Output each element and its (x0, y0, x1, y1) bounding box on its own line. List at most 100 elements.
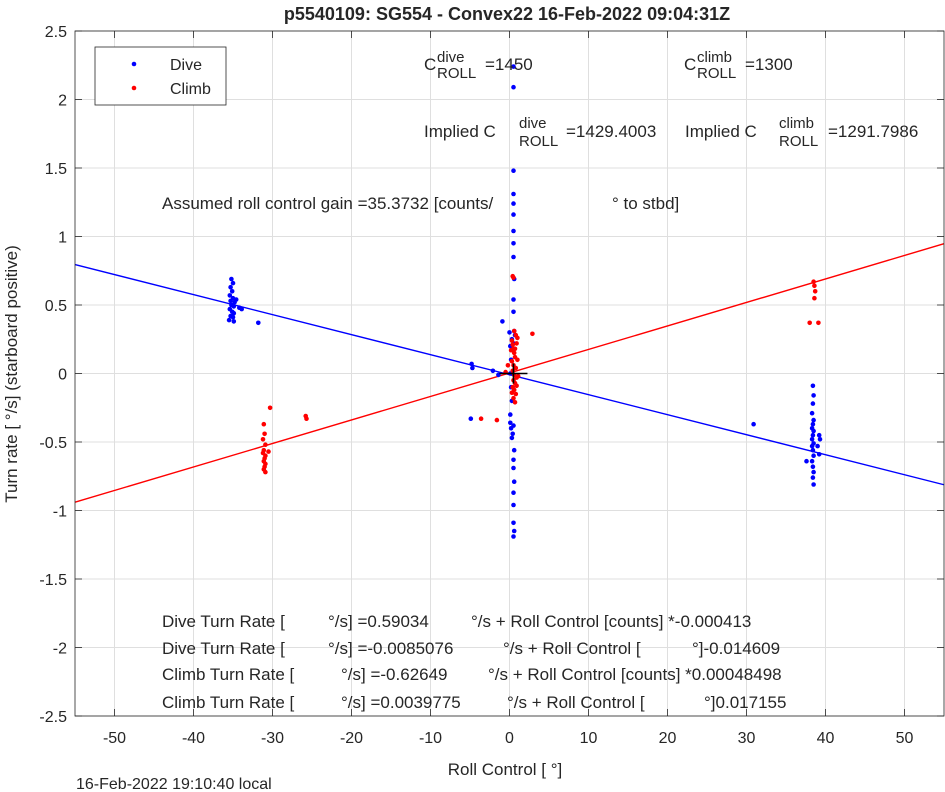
y-axis-label: Turn rate [ °/s] (starboard positive) (2, 245, 21, 502)
y-tick-label: 0 (58, 367, 67, 384)
climb-point (513, 391, 519, 397)
dive-point (511, 84, 516, 90)
dive-point (228, 284, 233, 290)
climb-point (266, 449, 271, 454)
eq4-b: °/s] =0.0039775 (341, 693, 461, 712)
y-tick-label: 0.5 (45, 298, 67, 315)
dive-point (468, 416, 474, 422)
dive-point (809, 443, 815, 449)
x-tick-label: -30 (261, 730, 284, 747)
climb-point (263, 469, 268, 475)
dive-point (490, 368, 496, 374)
dive-point (511, 168, 516, 173)
eq3-c: °/s + Roll Control [counts] *0.00048498 (488, 665, 782, 684)
climb-point (509, 338, 515, 343)
dive-point (511, 191, 516, 197)
legend-climb-label: Climb (170, 81, 211, 98)
climb-point (260, 437, 266, 442)
dive-point (811, 469, 816, 475)
dive-point (810, 464, 816, 470)
c-climb-sup: climb (697, 49, 732, 66)
y-tick-label: -1 (53, 504, 67, 521)
dive-point (511, 534, 516, 539)
y-tick-label: 1 (58, 230, 67, 247)
dive-point (511, 457, 516, 463)
y-tick-label: 2.5 (45, 24, 67, 41)
climb-point (514, 383, 519, 389)
dive-point (255, 320, 261, 326)
dive-point (511, 241, 516, 246)
x-axis-label: Roll Control [ °] (448, 760, 563, 779)
dive-point (810, 432, 816, 438)
y-tick-label: -0.5 (39, 435, 67, 452)
legend-box (94, 46, 227, 106)
dive-point (229, 276, 234, 282)
dive-point (511, 423, 516, 428)
c-dive-prefix: C (424, 55, 436, 74)
climb-point (267, 405, 273, 411)
dive-point (470, 365, 475, 371)
dive-point (817, 437, 823, 442)
eq2-c: °/s + Roll Control [ (503, 639, 641, 658)
dive-point (511, 254, 516, 260)
dive-point (751, 421, 756, 427)
climb-point (807, 320, 812, 326)
legend: Dive Climb (94, 46, 227, 106)
climb-point (511, 275, 516, 280)
implied-climb-prefix: Implied C (685, 122, 757, 141)
implied-dive-annotation: Implied C dive ROLL =1429.4003 (424, 115, 656, 150)
c-dive-value: =1450 (485, 55, 533, 74)
climb-point (478, 416, 484, 422)
dive-point (507, 330, 512, 335)
x-tick-label: 10 (580, 730, 598, 747)
eq1-c: °/s + Roll Control [counts] *-0.000413 (471, 612, 751, 631)
x-tick-label: 0 (505, 730, 514, 747)
x-tick-label: 50 (896, 730, 914, 747)
x-tick-label: 20 (659, 730, 677, 747)
dive-point (511, 520, 516, 526)
dive-point (511, 201, 516, 206)
climb-point (530, 331, 535, 337)
dive-point (811, 453, 816, 459)
eq2-d: °]-0.014609 (692, 639, 780, 658)
y-tick-label: 2 (58, 93, 67, 110)
c-roll-climb-annotation: C climb ROLL =1300 (684, 49, 793, 82)
dive-point (231, 319, 237, 324)
legend-dive-label: Dive (170, 57, 202, 74)
dive-point (804, 458, 809, 464)
dive-point (809, 437, 815, 442)
climb-point (494, 417, 500, 423)
y-tick-label: -1.5 (39, 572, 67, 589)
x-tick-label: 40 (817, 730, 835, 747)
climb-point (511, 350, 517, 356)
dive-point (228, 298, 233, 304)
dive-point (233, 297, 239, 302)
implied-dive-sub: ROLL (519, 133, 558, 150)
dive-point (511, 309, 516, 315)
dive-point (511, 502, 516, 508)
dive-point (811, 417, 816, 423)
dive-point (231, 310, 237, 316)
regression-equations: Dive Turn Rate [ °/s] =0.59034 °/s + Rol… (162, 612, 786, 712)
climb-point (816, 320, 821, 326)
dive-point (511, 479, 517, 485)
climb-point (261, 421, 267, 427)
dive-point (810, 383, 816, 389)
timestamp: 16-Feb-2022 19:10:40 local (76, 776, 272, 792)
eq2-b: °/s] =-0.0085076 (328, 639, 453, 658)
dive-point (816, 432, 822, 438)
eq3-a: Climb Turn Rate [ (162, 665, 295, 684)
dive-point (811, 482, 816, 487)
climb-point (513, 365, 519, 371)
dive-point (809, 410, 815, 416)
dive-point (811, 428, 816, 434)
climb-point (812, 289, 818, 294)
y-tick-label: -2 (53, 641, 67, 658)
x-tick-label: -40 (182, 730, 205, 747)
dive-point (511, 490, 516, 496)
eq4-d: °]0.017155 (704, 693, 786, 712)
dive-point (810, 447, 816, 453)
dive-point (511, 64, 516, 69)
climb-point (263, 442, 268, 448)
climb-point (514, 341, 519, 346)
